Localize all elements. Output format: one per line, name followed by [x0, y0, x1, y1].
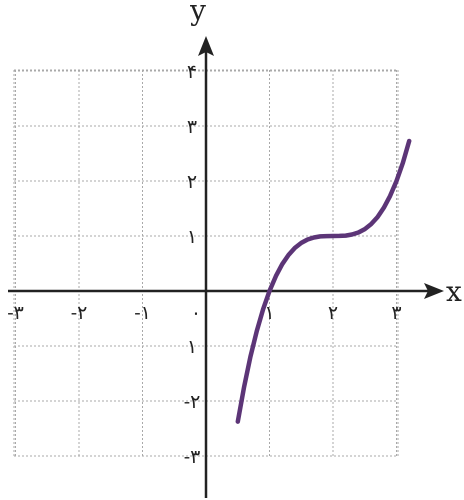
data-series	[235, 138, 412, 424]
tick-labels: -۳ -۲ -۱ ۰ ۱ ۲ ۳ ۴ ۳ ۲ ۱ ۱ -۲ -۳	[7, 61, 401, 468]
y-tick-label: ۴	[187, 61, 197, 83]
x-axis-arrowhead	[424, 283, 444, 299]
axes	[8, 36, 444, 498]
x-tick-label: ۰	[191, 302, 201, 324]
x-tick-label: ۳	[391, 302, 401, 324]
x-tick-label: -۳	[7, 302, 24, 324]
x-tick-label: -۱	[134, 302, 151, 324]
y-tick-label: ۲	[187, 171, 197, 193]
series-line	[235, 138, 412, 424]
y-tick-label: ۱	[187, 336, 197, 358]
y-tick-label: -۳	[184, 446, 201, 468]
x-tick-label: ۱	[264, 302, 274, 324]
y-tick-label: -۲	[184, 391, 201, 413]
y-tick-label: ۳	[187, 116, 197, 138]
y-axis-arrowhead	[198, 36, 214, 56]
x-tick-label: -۲	[71, 302, 88, 324]
y-axis-label: y	[189, 0, 206, 27]
y-tick-label: ۱	[187, 226, 197, 248]
x-axis-label: x	[446, 275, 462, 308]
x-tick-label: ۲	[328, 302, 338, 324]
